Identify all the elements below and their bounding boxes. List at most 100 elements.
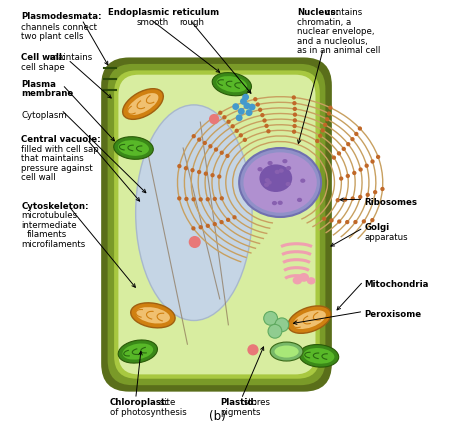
Ellipse shape xyxy=(327,112,331,116)
Ellipse shape xyxy=(266,181,272,184)
Ellipse shape xyxy=(244,102,250,109)
Ellipse shape xyxy=(328,105,333,110)
Ellipse shape xyxy=(320,128,325,132)
Ellipse shape xyxy=(128,93,158,115)
Ellipse shape xyxy=(329,218,334,223)
Ellipse shape xyxy=(199,197,203,201)
Ellipse shape xyxy=(272,201,277,205)
Text: Cytoskeleton:: Cytoskeleton: xyxy=(21,202,89,211)
Ellipse shape xyxy=(118,340,157,363)
Ellipse shape xyxy=(136,307,170,323)
FancyBboxPatch shape xyxy=(101,57,332,391)
Ellipse shape xyxy=(293,118,297,122)
Ellipse shape xyxy=(206,197,210,201)
Ellipse shape xyxy=(219,196,224,201)
Ellipse shape xyxy=(263,118,267,123)
Ellipse shape xyxy=(230,124,235,128)
Text: nuclear envelope,: nuclear envelope, xyxy=(297,27,375,36)
Ellipse shape xyxy=(346,174,350,178)
Text: Peroxisome: Peroxisome xyxy=(364,310,421,319)
Text: filled with cell sap: filled with cell sap xyxy=(21,145,99,154)
Text: Plasma: Plasma xyxy=(21,80,56,89)
Ellipse shape xyxy=(184,166,188,171)
Ellipse shape xyxy=(267,161,273,165)
Ellipse shape xyxy=(225,154,229,158)
Ellipse shape xyxy=(197,138,201,142)
Ellipse shape xyxy=(210,173,215,178)
Ellipse shape xyxy=(303,348,335,364)
Text: channels connect: channels connect xyxy=(21,23,97,32)
Ellipse shape xyxy=(275,318,289,332)
Ellipse shape xyxy=(365,193,370,197)
Ellipse shape xyxy=(204,171,208,176)
Ellipse shape xyxy=(339,176,343,181)
Ellipse shape xyxy=(260,113,264,117)
Text: that maintains: that maintains xyxy=(21,154,84,163)
Ellipse shape xyxy=(238,108,245,115)
Ellipse shape xyxy=(206,224,210,228)
Ellipse shape xyxy=(213,197,217,201)
Text: apparatus: apparatus xyxy=(364,233,408,242)
Ellipse shape xyxy=(191,226,196,230)
Ellipse shape xyxy=(343,197,347,202)
Text: microfilaments: microfilaments xyxy=(21,240,86,249)
Ellipse shape xyxy=(323,123,328,127)
Ellipse shape xyxy=(362,219,366,224)
Ellipse shape xyxy=(292,129,296,134)
Ellipse shape xyxy=(208,144,212,148)
Ellipse shape xyxy=(257,167,263,171)
Ellipse shape xyxy=(336,198,340,202)
Ellipse shape xyxy=(218,111,222,115)
Ellipse shape xyxy=(350,137,355,141)
Ellipse shape xyxy=(217,174,221,179)
Ellipse shape xyxy=(243,138,247,142)
Ellipse shape xyxy=(292,107,297,111)
Ellipse shape xyxy=(219,220,224,224)
Text: as in an animal cell: as in an animal cell xyxy=(297,46,381,55)
Ellipse shape xyxy=(345,220,349,224)
FancyBboxPatch shape xyxy=(108,64,325,385)
Text: membrane: membrane xyxy=(21,89,73,99)
Text: cell shape: cell shape xyxy=(21,62,65,72)
Ellipse shape xyxy=(232,103,239,110)
Ellipse shape xyxy=(199,225,203,230)
Text: Nucleus:: Nucleus: xyxy=(297,8,339,17)
Ellipse shape xyxy=(300,178,305,183)
Ellipse shape xyxy=(232,215,237,220)
Ellipse shape xyxy=(297,198,302,202)
Ellipse shape xyxy=(370,159,374,164)
Ellipse shape xyxy=(288,306,331,333)
Ellipse shape xyxy=(358,195,363,199)
Ellipse shape xyxy=(376,155,380,159)
Ellipse shape xyxy=(346,142,350,146)
Ellipse shape xyxy=(191,168,195,172)
Ellipse shape xyxy=(352,171,356,175)
Ellipse shape xyxy=(279,168,284,173)
Text: stores: stores xyxy=(241,398,270,407)
Text: Ribosomes: Ribosomes xyxy=(364,197,417,207)
Ellipse shape xyxy=(380,187,384,191)
Ellipse shape xyxy=(292,101,297,105)
Ellipse shape xyxy=(266,129,271,133)
Ellipse shape xyxy=(285,182,291,186)
Ellipse shape xyxy=(322,217,326,221)
Ellipse shape xyxy=(337,219,341,224)
Ellipse shape xyxy=(247,344,258,355)
Ellipse shape xyxy=(136,105,252,320)
Text: cell wall: cell wall xyxy=(21,173,56,182)
Ellipse shape xyxy=(274,170,280,174)
Ellipse shape xyxy=(270,342,303,361)
Text: (b): (b) xyxy=(209,410,226,423)
Text: contains: contains xyxy=(323,8,363,17)
Ellipse shape xyxy=(189,236,201,248)
Ellipse shape xyxy=(264,183,269,187)
Text: Endoplasmic reticulum: Endoplasmic reticulum xyxy=(108,8,219,17)
Ellipse shape xyxy=(177,196,182,201)
Text: pigments: pigments xyxy=(220,408,260,417)
Ellipse shape xyxy=(259,164,292,192)
Ellipse shape xyxy=(118,140,149,156)
Ellipse shape xyxy=(246,109,253,116)
Ellipse shape xyxy=(222,115,227,119)
Ellipse shape xyxy=(293,112,297,117)
Ellipse shape xyxy=(274,345,299,358)
